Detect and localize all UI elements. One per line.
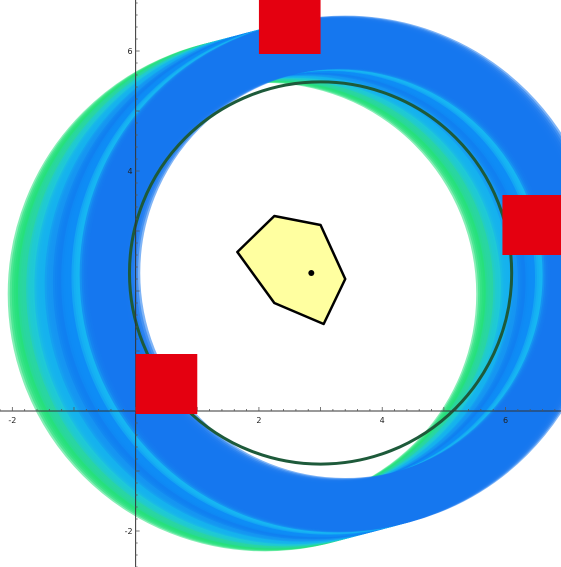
x-tick-label: -2 xyxy=(8,416,16,425)
x-tick-label: 4 xyxy=(380,416,385,425)
tick-labels: -2 2 4 6 -2 4 6 xyxy=(8,47,508,536)
squares xyxy=(135,0,561,414)
pentagon-region xyxy=(236,214,347,326)
y-tick-label: -2 xyxy=(125,527,133,536)
y-tick-label: 6 xyxy=(128,47,133,56)
y-tick-label: 4 xyxy=(128,167,133,176)
x-tick-label: 6 xyxy=(503,416,508,425)
x-tick-label: 2 xyxy=(256,416,261,425)
ring-sweep xyxy=(7,15,561,552)
red-square xyxy=(502,195,561,255)
ring-mark xyxy=(87,15,561,531)
red-square xyxy=(258,0,321,54)
red-square xyxy=(135,354,198,414)
reference-circle xyxy=(127,80,514,466)
center-point xyxy=(308,270,315,276)
